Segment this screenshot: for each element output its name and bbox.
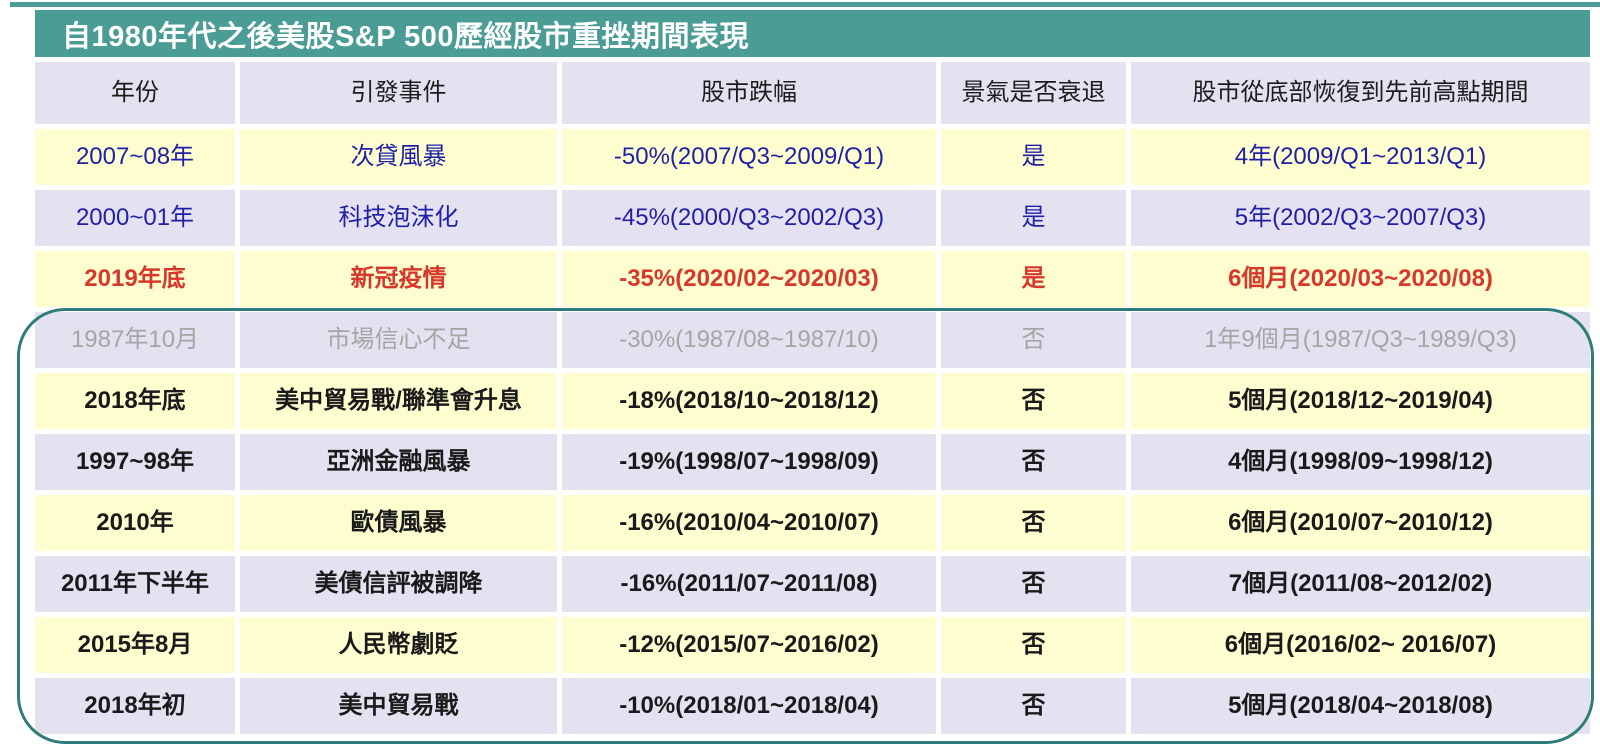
cell-recovery: 1年9個月(1987/Q3~1989/Q3) <box>1131 312 1590 368</box>
cell-recovery: 5年(2002/Q3~2007/Q3) <box>1131 190 1590 246</box>
cell-drop: -16%(2011/07~2011/08) <box>562 556 936 612</box>
cell-recession: 否 <box>941 495 1126 551</box>
table-row: 2011年下半年 美債信評被調降 -16%(2011/07~2011/08) 否… <box>35 556 1590 612</box>
cell-drop: -10%(2018/01~2018/04) <box>562 678 936 734</box>
cell-drop: -30%(1987/08~1987/10) <box>562 312 936 368</box>
header-cell-recovery: 股市從底部恢復到先前高點期間 <box>1131 62 1590 124</box>
header-cell-year: 年份 <box>35 62 235 124</box>
cell-drop: -18%(2018/10~2018/12) <box>562 373 936 429</box>
cell-drop: -45%(2000/Q3~2002/Q3) <box>562 190 936 246</box>
cell-recovery: 6個月(2016/02~ 2016/07) <box>1131 617 1590 673</box>
cell-recession: 是 <box>941 190 1126 246</box>
cell-drop: -12%(2015/07~2016/02) <box>562 617 936 673</box>
cell-year: 2018年底 <box>35 373 235 429</box>
cell-event: 次貸風暴 <box>240 129 557 185</box>
cell-year: 2019年底 <box>35 251 235 307</box>
cell-event: 新冠疫情 <box>240 251 557 307</box>
cell-year: 2010年 <box>35 495 235 551</box>
table-row: 2018年初 美中貿易戰 -10%(2018/01~2018/04) 否 5個月… <box>35 678 1590 734</box>
cell-event: 美中貿易戰 <box>240 678 557 734</box>
cell-recovery: 6個月(2010/07~2010/12) <box>1131 495 1590 551</box>
cell-recovery: 5個月(2018/04~2018/08) <box>1131 678 1590 734</box>
table-header-row: 年份 引發事件 股市跌幅 景氣是否衰退 股市從底部恢復到先前高點期間 <box>35 62 1590 124</box>
cell-year: 2018年初 <box>35 678 235 734</box>
cell-recession: 否 <box>941 312 1126 368</box>
cell-year: 2011年下半年 <box>35 556 235 612</box>
cell-recession: 否 <box>941 678 1126 734</box>
cell-year: 1997~98年 <box>35 434 235 490</box>
cell-recovery: 4個月(1998/09~1998/12) <box>1131 434 1590 490</box>
cell-drop: -50%(2007/Q3~2009/Q1) <box>562 129 936 185</box>
table-row: 1987年10月 市場信心不足 -30%(1987/08~1987/10) 否 … <box>35 312 1590 368</box>
cell-recession: 否 <box>941 556 1126 612</box>
header-cell-drop: 股市跌幅 <box>562 62 936 124</box>
table-row: 1997~98年 亞洲金融風暴 -19%(1998/07~1998/09) 否 … <box>35 434 1590 490</box>
cell-recovery: 6個月(2020/03~2020/08) <box>1131 251 1590 307</box>
header-cell-recession: 景氣是否衰退 <box>941 62 1126 124</box>
cell-event: 歐債風暴 <box>240 495 557 551</box>
cell-event: 科技泡沫化 <box>240 190 557 246</box>
header-cell-event: 引發事件 <box>240 62 557 124</box>
cell-drop: -19%(1998/07~1998/09) <box>562 434 936 490</box>
cell-recession: 否 <box>941 434 1126 490</box>
cell-drop: -35%(2020/02~2020/03) <box>562 251 936 307</box>
table-row: 2019年底 新冠疫情 -35%(2020/02~2020/03) 是 6個月(… <box>35 251 1590 307</box>
cell-year: 2000~01年 <box>35 190 235 246</box>
cell-year: 2007~08年 <box>35 129 235 185</box>
cell-recovery: 4年(2009/Q1~2013/Q1) <box>1131 129 1590 185</box>
cell-event: 美債信評被調降 <box>240 556 557 612</box>
table-grid: 2007~08年 次貸風暴 -50%(2007/Q3~2009/Q1) 是 4年… <box>35 129 1590 734</box>
cell-event: 市場信心不足 <box>240 312 557 368</box>
cell-recession: 否 <box>941 617 1126 673</box>
table-row: 2000~01年 科技泡沫化 -45%(2000/Q3~2002/Q3) 是 5… <box>35 190 1590 246</box>
table-title-bar: 自1980年代之後美股S&P 500歷經股市重挫期間表現 <box>35 10 1590 57</box>
cell-year: 2015年8月 <box>35 617 235 673</box>
table-row: 2007~08年 次貸風暴 -50%(2007/Q3~2009/Q1) 是 4年… <box>35 129 1590 185</box>
top-divider-line <box>10 2 1600 7</box>
drawdown-table: 自1980年代之後美股S&P 500歷經股市重挫期間表現 年份 引發事件 股市跌… <box>35 10 1590 739</box>
cell-recovery: 5個月(2018/12~2019/04) <box>1131 373 1590 429</box>
table-row: 2018年底 美中貿易戰/聯準會升息 -18%(2018/10~2018/12)… <box>35 373 1590 429</box>
cell-event: 亞洲金融風暴 <box>240 434 557 490</box>
table-row: 2015年8月 人民幣劇貶 -12%(2015/07~2016/02) 否 6個… <box>35 617 1590 673</box>
cell-event: 人民幣劇貶 <box>240 617 557 673</box>
cell-recession: 是 <box>941 251 1126 307</box>
cell-event: 美中貿易戰/聯準會升息 <box>240 373 557 429</box>
cell-recovery: 7個月(2011/08~2012/02) <box>1131 556 1590 612</box>
table-title: 自1980年代之後美股S&P 500歷經股市重挫期間表現 <box>62 20 750 53</box>
cell-recession: 否 <box>941 373 1126 429</box>
cell-year: 1987年10月 <box>35 312 235 368</box>
table-row: 2010年 歐債風暴 -16%(2010/04~2010/07) 否 6個月(2… <box>35 495 1590 551</box>
cell-drop: -16%(2010/04~2010/07) <box>562 495 936 551</box>
cell-recession: 是 <box>941 129 1126 185</box>
